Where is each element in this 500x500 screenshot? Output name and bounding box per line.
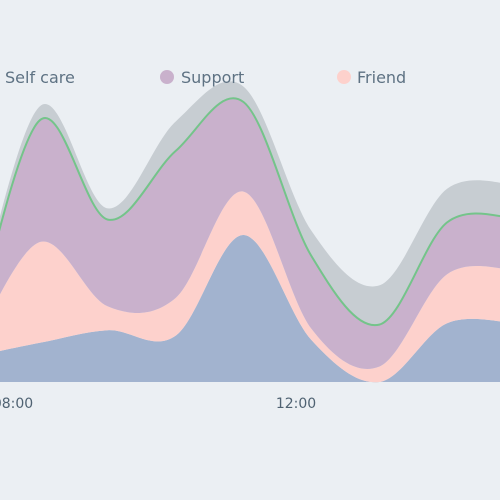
legend-label-friend: Friend <box>357 68 406 87</box>
series-boundary-line <box>0 97 500 327</box>
boundary-line-layer <box>0 97 500 327</box>
legend-marker-support <box>160 70 174 84</box>
x-axis: 08:00 12:00 <box>0 396 316 412</box>
x-tick-label: 12:00 <box>276 396 316 412</box>
legend-label-support: Support <box>181 68 244 87</box>
area-series-support[interactable] <box>0 98 500 369</box>
legend-item-self-care[interactable]: Self care <box>5 68 75 87</box>
legend-label-self-care: Self care <box>5 68 75 87</box>
legend-item-friend[interactable]: Friend <box>337 68 406 87</box>
legend[interactable]: Self care Support Friend <box>5 68 406 87</box>
areas-layer <box>0 81 500 383</box>
legend-marker-friend <box>337 70 351 84</box>
area-series-unlabeled[interactable] <box>0 234 500 383</box>
x-tick-label: 08:00 <box>0 396 33 412</box>
area-series-friend[interactable] <box>0 191 500 383</box>
legend-item-support[interactable]: Support <box>160 68 244 87</box>
